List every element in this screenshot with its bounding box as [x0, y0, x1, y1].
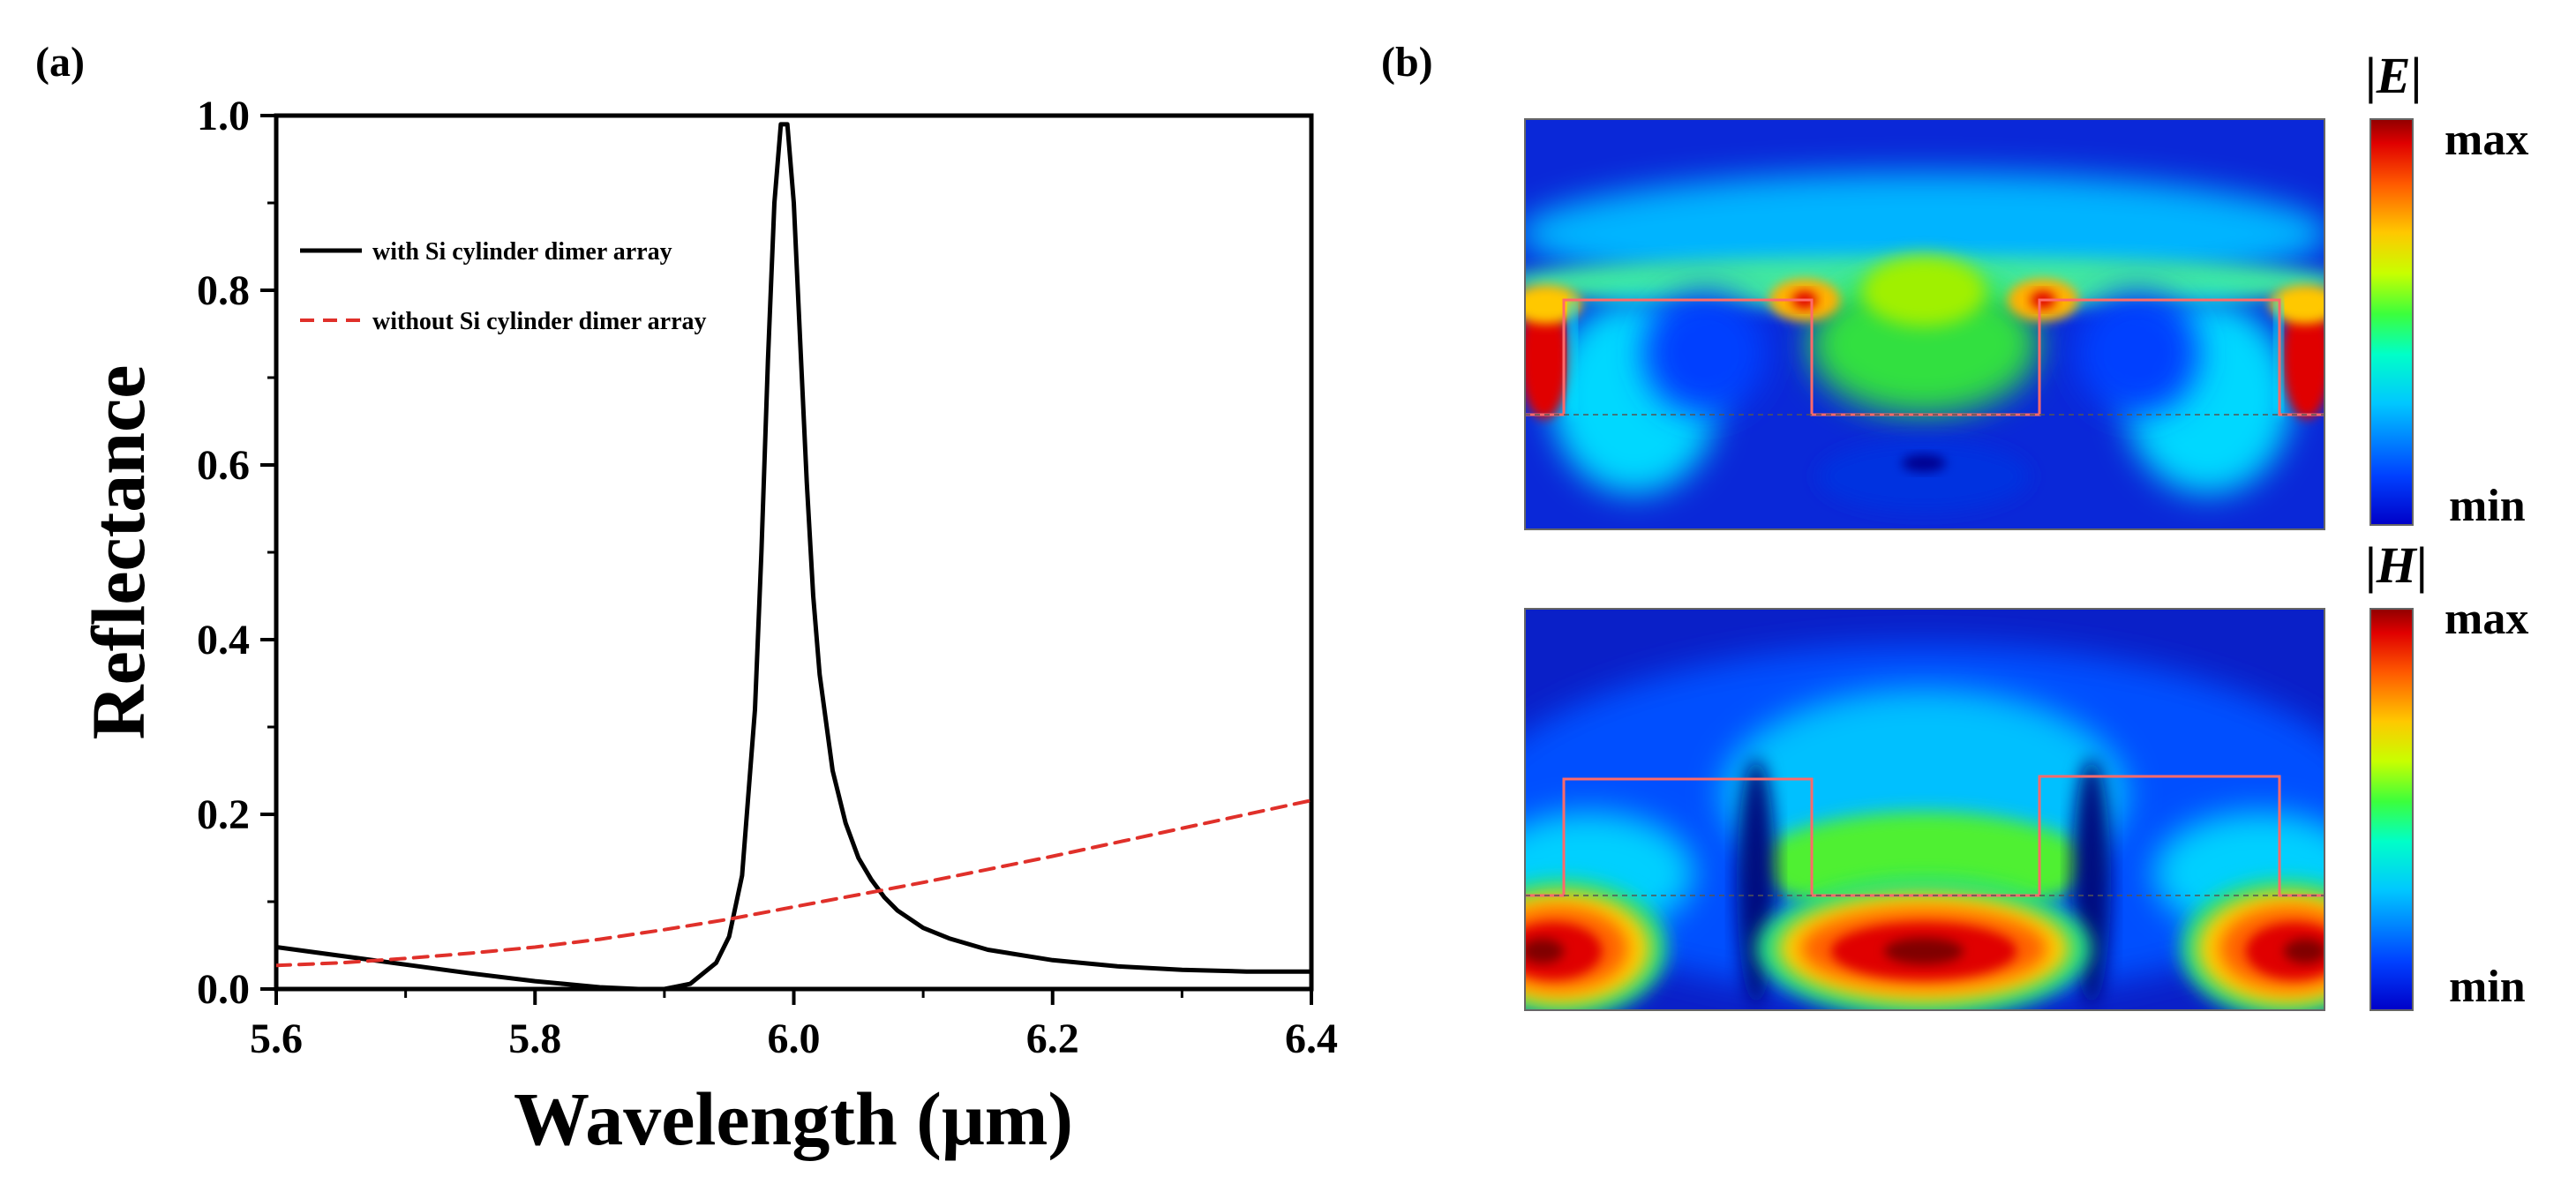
e-colorbar-min: min [2449, 481, 2526, 531]
e-quantity-symbol: E [2376, 47, 2411, 104]
legend-label-with-dimer: with Si cylinder dimer array [372, 238, 672, 266]
y-tick-label: 1.0 [197, 93, 250, 139]
x-axis-label: Wavelength (μm) [514, 1076, 1073, 1161]
y-tick-label: 0.2 [197, 791, 250, 838]
x-tick-label: 6.4 [1285, 1015, 1338, 1062]
plot-area: 5.6 5.8 6.0 6.2 6.4 0.0 0.2 0.4 0.6 0.8 1.0 [197, 93, 1338, 1062]
x-tick-label: 5.8 [508, 1015, 561, 1062]
h-quantity-symbol: H [2376, 536, 2418, 594]
h-colorbar-max: max [2445, 594, 2528, 644]
e-colorbar-title: |E| [2365, 47, 2422, 104]
series-line-without-dimer [276, 798, 1311, 968]
legend: with Si cylinder dimer array without Si … [300, 238, 707, 335]
panel-a-label: (a) [35, 39, 85, 86]
e-colorbar-max: max [2445, 115, 2528, 165]
e-field-map [1525, 119, 2324, 529]
panel-b-label: (b) [1381, 39, 1433, 86]
x-tick-label: 5.6 [250, 1015, 303, 1062]
y-axis-label: Reflectance [76, 365, 161, 740]
series-line-with-dimer [276, 122, 1311, 989]
h-colorbar-title: |H| [2365, 536, 2428, 594]
y-tick-label: 0.4 [197, 617, 250, 663]
y-tick-label: 0.6 [197, 442, 250, 489]
x-tick-label: 6.0 [768, 1015, 821, 1062]
y-tick-label: 0.0 [197, 966, 250, 1013]
h-colorbar-min: min [2449, 962, 2526, 1012]
h-colorbar [2369, 608, 2414, 1011]
h-field-map [1525, 609, 2324, 1010]
x-tick-label: 6.2 [1026, 1015, 1079, 1062]
e-colorbar [2369, 118, 2414, 526]
legend-label-without-dimer: without Si cylinder dimer array [372, 308, 707, 335]
y-tick-label: 0.8 [197, 267, 250, 314]
